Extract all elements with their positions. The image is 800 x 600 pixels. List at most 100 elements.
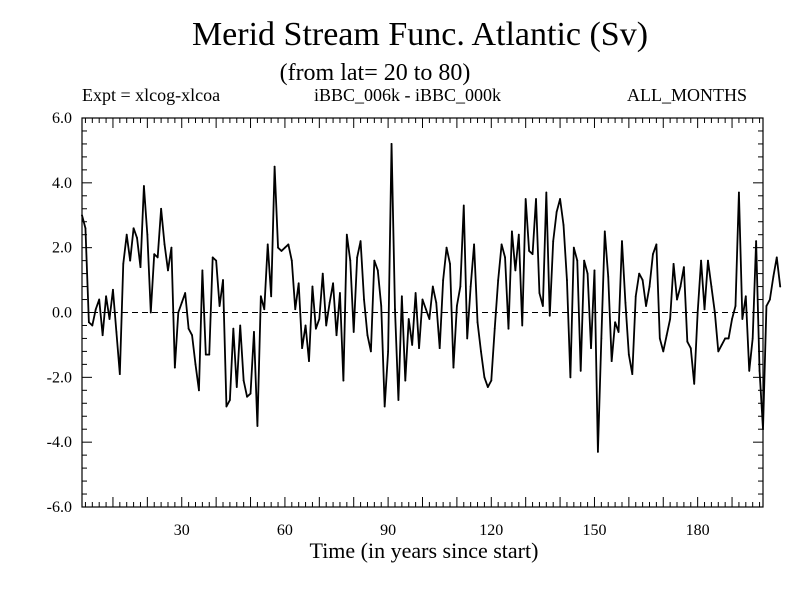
data-point: [198, 389, 200, 392]
data-point: [438, 347, 441, 350]
data-point: [356, 256, 359, 259]
data-point: [308, 360, 310, 363]
data-point: [380, 305, 383, 307]
data-point: [98, 298, 101, 301]
data-point: [600, 337, 603, 340]
data-point: [676, 298, 678, 301]
data-point: [153, 253, 156, 256]
data-point: [294, 308, 297, 311]
data-point: [562, 224, 565, 226]
data-point: [559, 198, 561, 200]
difference-label: iBBC_006k - iBBC_000k: [314, 85, 502, 105]
data-point: [686, 340, 689, 343]
data-point: [569, 376, 572, 379]
data-point: [473, 243, 475, 246]
data-point: [170, 246, 173, 249]
data-point: [707, 259, 709, 262]
data-point: [548, 314, 551, 317]
data-point: [531, 253, 534, 256]
data-point: [211, 256, 214, 259]
data-point: [731, 318, 733, 320]
data-point: [455, 305, 458, 307]
data-point: [572, 246, 575, 249]
data-point: [266, 243, 269, 246]
data-point: [727, 337, 730, 340]
data-point: [435, 301, 438, 304]
data-point: [394, 308, 396, 311]
data-point: [81, 214, 83, 217]
data-point: [146, 233, 149, 236]
y-tick-label: 6.0: [52, 110, 72, 127]
data-point: [700, 259, 702, 262]
data-point: [524, 198, 527, 200]
data-point: [208, 353, 211, 356]
data-point: [246, 395, 248, 398]
data-point: [400, 295, 403, 298]
data-point: [631, 373, 634, 375]
data-point: [270, 295, 273, 298]
y-tick-label: -6.0: [47, 499, 72, 516]
months-label: ALL_MONTHS: [627, 85, 747, 105]
data-point: [91, 324, 94, 327]
data-point: [669, 318, 672, 320]
data-point: [693, 382, 696, 385]
data-point: [325, 324, 328, 327]
data-point: [614, 321, 617, 324]
data-point: [201, 269, 204, 272]
data-point: [741, 318, 744, 320]
data-point: [318, 318, 321, 320]
data-point: [342, 379, 345, 382]
data-point: [552, 240, 555, 243]
data-point: [290, 259, 293, 262]
data-point: [627, 353, 630, 356]
data-point: [672, 262, 675, 265]
data-point: [624, 301, 627, 304]
data-point: [658, 337, 661, 340]
data-point: [607, 275, 610, 278]
data-point: [335, 334, 338, 337]
data-point: [720, 344, 723, 346]
data-point: [748, 369, 751, 372]
data-point: [383, 405, 386, 408]
tick-marks: [82, 118, 763, 507]
data-point: [314, 327, 317, 330]
data-point: [768, 298, 771, 301]
data-point: [469, 285, 472, 288]
data-point: [641, 279, 644, 281]
x-tick-label: 60: [277, 522, 293, 539]
data-point: [373, 259, 376, 262]
data-point: [421, 298, 424, 301]
data-point: [259, 295, 262, 298]
data-point: [105, 295, 107, 298]
data-point: [125, 233, 128, 236]
data-point: [311, 285, 314, 288]
data-point: [431, 285, 434, 288]
data-point: [555, 211, 558, 213]
chart-title: Merid Stream Func. Atlantic (Sv): [191, 16, 649, 53]
data-point: [108, 318, 111, 320]
data-point: [583, 259, 586, 262]
data-point: [397, 399, 400, 401]
data-point: [603, 230, 606, 233]
data-point: [511, 230, 513, 233]
data-point: [345, 233, 348, 236]
data-point: [222, 279, 224, 281]
data-point: [232, 327, 235, 330]
data-point: [87, 321, 90, 324]
data-point: [129, 259, 132, 262]
data-point: [242, 379, 245, 382]
data-point: [586, 272, 589, 275]
data-point: [597, 450, 599, 453]
data-point: [263, 308, 266, 311]
data-point: [755, 240, 758, 243]
data-point: [762, 428, 764, 431]
data-point: [490, 379, 493, 382]
data-point: [366, 334, 369, 337]
data-point: [576, 259, 579, 262]
x-axis-title: Time (in years since start): [309, 538, 539, 563]
data-point: [136, 237, 138, 239]
data-point: [779, 285, 782, 288]
data-point: [187, 327, 190, 330]
data-point: [514, 269, 517, 272]
